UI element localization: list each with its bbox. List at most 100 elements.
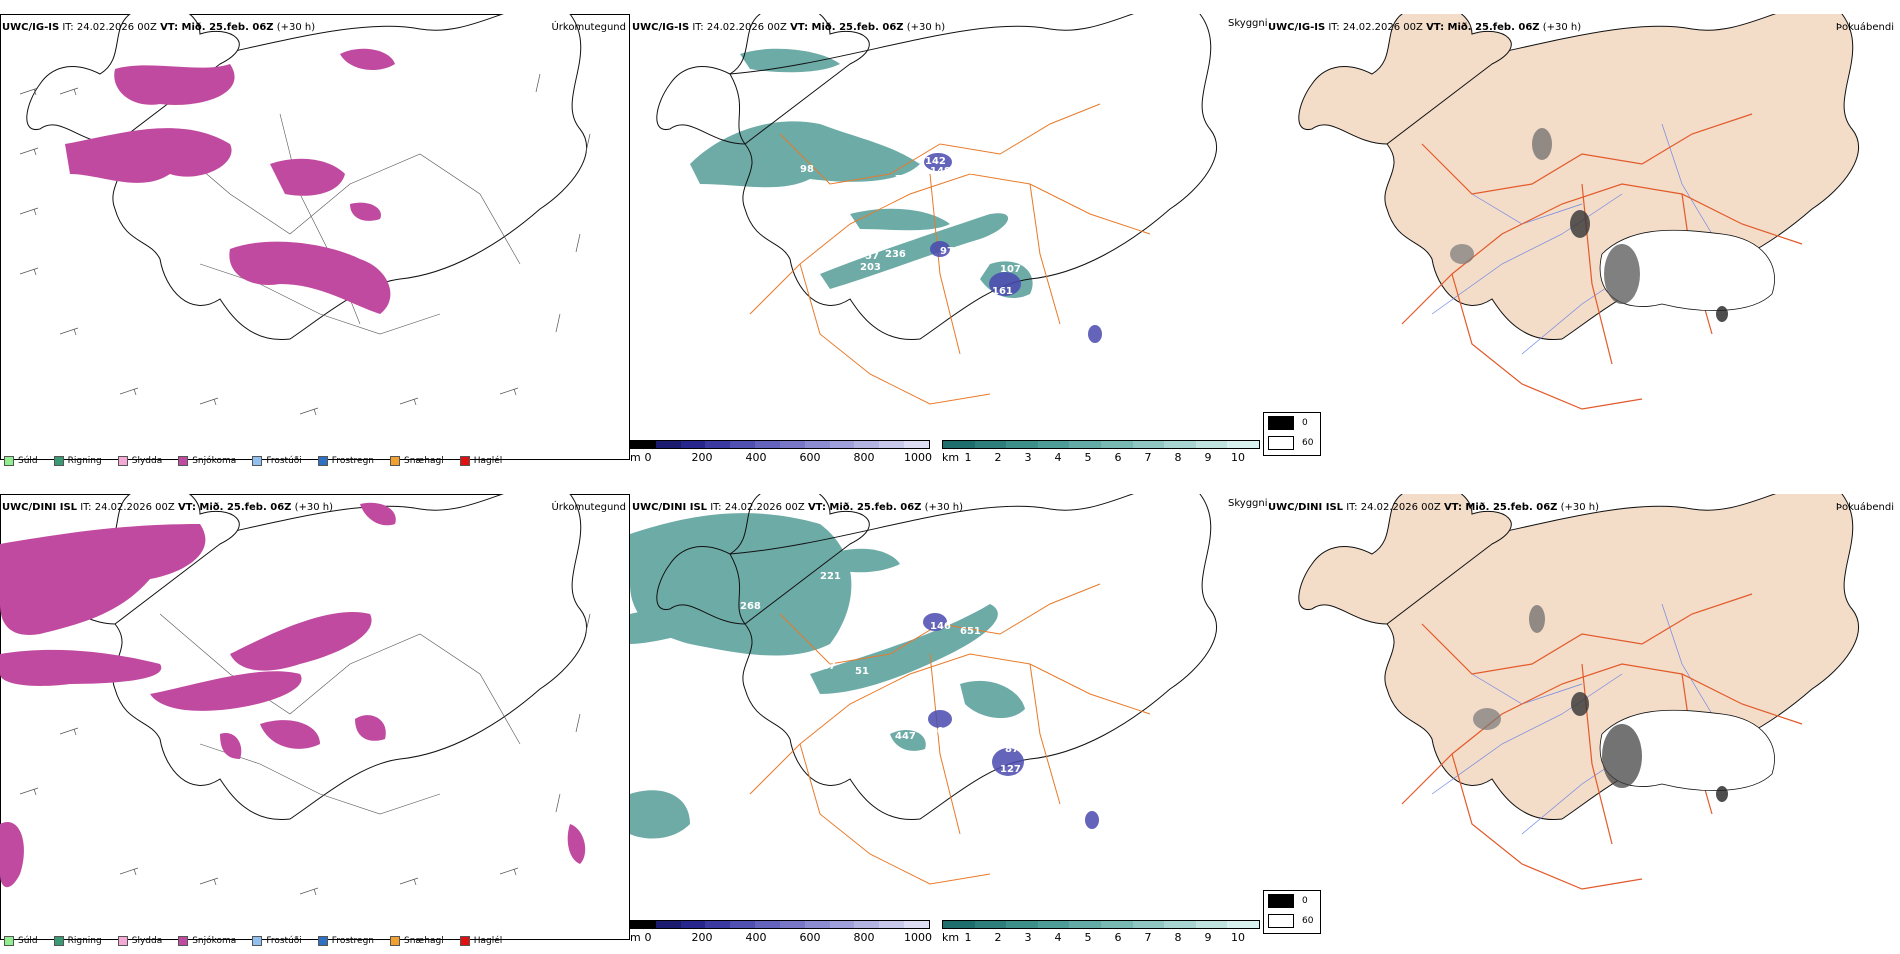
legend-item: Súld <box>4 936 38 946</box>
colorbar-segment <box>943 441 975 448</box>
panel-header: UWC/DINI ISL IT: 24.02.2026 00Z VT: Mið.… <box>2 502 334 513</box>
fog-legend-label: 0 <box>1302 896 1308 906</box>
colorbar-tick: 5 <box>1084 451 1092 464</box>
precip-title: Úrkomutegund <box>551 22 626 33</box>
colorbar-tick: 200 <box>691 931 713 944</box>
colorbar-tick: 2 <box>994 451 1002 464</box>
colorbar-segment <box>655 441 681 448</box>
colorbar-segment <box>631 441 656 448</box>
colorbar-tick: 600 <box>799 931 821 944</box>
roads <box>749 103 1151 405</box>
legend-label: Rigning <box>67 936 102 946</box>
panel-header: UWC/DINI ISL IT: 24.02.2026 00Z VT: Mið.… <box>1268 502 1600 513</box>
colorbar-segment <box>755 441 780 448</box>
colorbar-tick: 4 <box>1054 931 1062 944</box>
legend-label: Snjókoma <box>192 456 237 466</box>
colorbar-tick: 2 <box>994 931 1002 944</box>
legend-item: Frostúði <box>252 936 302 946</box>
legend-item: Snjókoma <box>178 456 236 466</box>
colorbar-unit: m <box>630 931 641 944</box>
legend-label: Súld <box>18 456 38 466</box>
fog-map <box>1298 494 1859 890</box>
colorbar-tick: 3 <box>1024 931 1032 944</box>
ceiling-value-label: 221 <box>820 571 841 582</box>
legend-label: Frostúði <box>266 936 302 946</box>
colorbar-segment <box>1227 921 1259 928</box>
fog-map <box>1298 14 1859 410</box>
colorbar-segment <box>904 441 929 448</box>
colorbar-segment <box>631 921 656 928</box>
colorbar-segment <box>730 921 756 928</box>
colorbar-tick: 8 <box>1174 451 1182 464</box>
legend-label: Frostregn <box>331 936 375 946</box>
panel-header: UWC/DINI ISL IT: 24.02.2026 00Z VT: Mið.… <box>632 502 964 513</box>
colorbar-segment <box>943 921 975 928</box>
colorbar-segment <box>1195 921 1228 928</box>
legend-item: Haglél <box>459 936 503 946</box>
colorbar-tick: 10 <box>1231 451 1245 464</box>
visibility-map: 98 142 420 767 148 295 4 57 236 97 203 109 107 161 570 <box>656 14 1217 405</box>
fog-areas <box>1450 128 1775 322</box>
colorbar-segment <box>804 921 830 928</box>
colorbar-segment <box>1069 441 1101 448</box>
ceiling-colorbar: m 0 200 400 600 800 1000 <box>630 440 932 474</box>
ceiling-value-label: 35 <box>925 748 939 759</box>
colorbar-segment <box>779 921 805 928</box>
colorbar-tick: 6 <box>1114 931 1122 944</box>
colorbar-tick: 800 <box>853 931 875 944</box>
colorbar-segment <box>904 921 929 928</box>
ceiling-labels: 98 142 420 767 148 295 4 57 236 97 203 109 107 161 570 <box>800 156 1024 317</box>
colorbar-segment <box>680 441 706 448</box>
legend-swatch <box>53 936 64 946</box>
legend-label: Haglél <box>473 456 503 466</box>
precip-map <box>0 494 630 940</box>
ceiling-value-label: 57 <box>865 251 879 262</box>
colorbar-segment <box>1006 441 1038 448</box>
colorbar-unit: km <box>942 931 960 944</box>
colorbar-unit: m <box>630 451 641 464</box>
legend-item: Frostregn <box>317 936 375 946</box>
colorbar-tick: 200 <box>691 451 713 464</box>
colorbar-segment <box>1069 921 1101 928</box>
colorbar-segment <box>1037 921 1070 928</box>
sky-title: Skyggni <box>1228 18 1268 29</box>
ceiling-value-label: 268 <box>740 601 761 612</box>
colorbar-segment <box>974 441 1007 448</box>
precip-panel-dini: UWC/DINI ISL IT: 24.02.2026 00Z VT: Mið.… <box>0 494 630 954</box>
visibility-map: 221 268 133 146 651 947 51 13 447 108 28 87 35 127 73 <box>630 494 1217 885</box>
colorbar-segment <box>879 921 905 928</box>
legend-label: Haglél <box>473 936 503 946</box>
legend-swatch <box>317 936 328 946</box>
legend-swatch <box>117 936 128 946</box>
colorbar-tick: 7 <box>1144 451 1152 464</box>
colorbar-segment <box>1195 441 1228 448</box>
colorbar-segment <box>1100 921 1133 928</box>
colorbar-tick: 400 <box>745 931 767 944</box>
legend-item: Slydda <box>117 456 163 466</box>
legend-swatch <box>459 936 470 946</box>
legend-item: Haglél <box>459 456 503 466</box>
colorbar-tick: 4 <box>1054 451 1062 464</box>
legend-label: Slydda <box>131 456 163 466</box>
precip-panel-ig: UWC/IG-IS IT: 24.02.2026 00Z VT: Mið. 25… <box>0 14 630 474</box>
colorbar-segment <box>829 441 855 448</box>
legend-label: Súld <box>18 936 38 946</box>
fog-legend: 0 60 <box>1263 890 1321 934</box>
colorbar-segment <box>804 441 830 448</box>
fog-legend-swatch <box>1268 416 1294 430</box>
colorbar-segment <box>1100 441 1133 448</box>
ceiling-value-label: 109 <box>970 254 991 265</box>
legend-label: Snjókoma <box>192 936 237 946</box>
colorbar-segment <box>854 921 880 928</box>
ceiling-value-label: 947 <box>815 661 836 672</box>
fog-title: Þokuábendi <box>1835 22 1894 33</box>
colorbar-tick: 600 <box>799 451 821 464</box>
fog-title: Þokuábendi <box>1835 502 1894 513</box>
legend-swatch <box>459 456 470 466</box>
fog-areas <box>1473 605 1775 802</box>
legend-item: Snæhagl <box>390 936 444 946</box>
colorbar-tick: 1 <box>964 931 972 944</box>
legend-label: Frostúði <box>266 456 302 466</box>
colorbar-tick: 0 <box>644 451 652 464</box>
legend-item: Rigning <box>53 936 102 946</box>
